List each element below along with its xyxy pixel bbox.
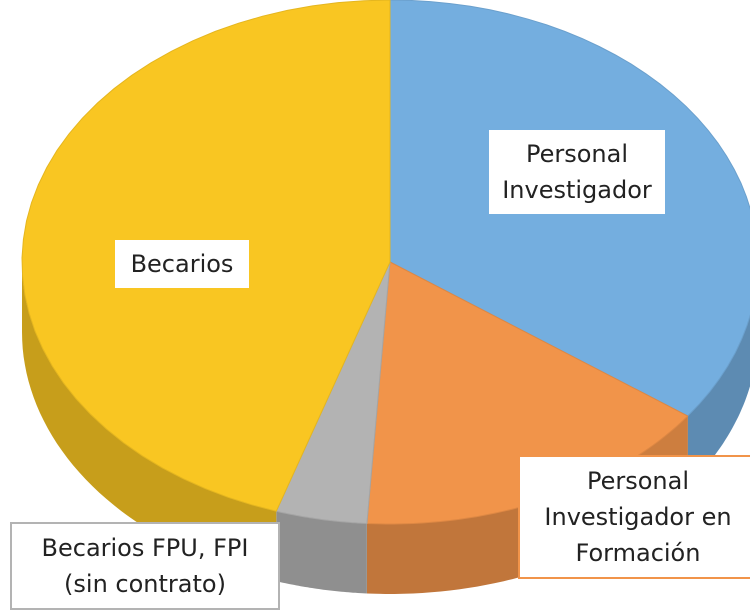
slice-label: Becarios [113,238,251,290]
slice-label: Personal Investigador [487,128,667,216]
slice-side [366,416,688,594]
slice-side [22,262,277,582]
slice-label: Becarios FPU, FPI (sin contrato) [10,522,280,610]
slice-side [276,511,367,594]
slice-label: Personal Investigador en Formación [518,455,750,579]
pie-slice [275,261,391,525]
slice-side [687,316,750,486]
